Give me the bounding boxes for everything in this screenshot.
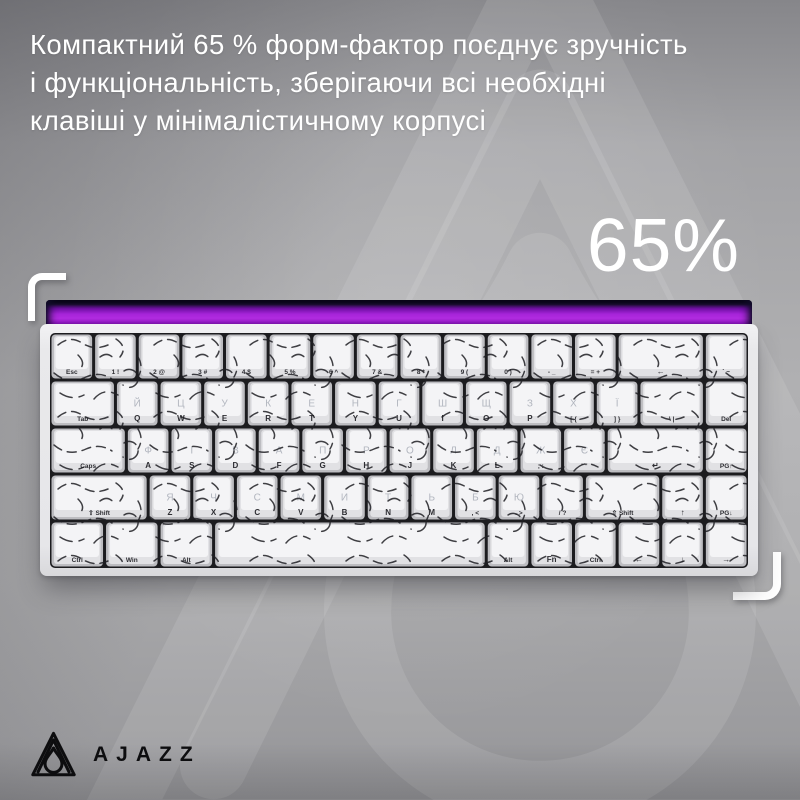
headline-line-2: і функціональність, зберігаючи всі необх…	[30, 67, 607, 98]
topographic-pattern-overlay	[50, 333, 748, 568]
brand-name: AJAZZ	[93, 743, 201, 766]
headline: Компактний 65 % форм-фактор поєднує зруч…	[30, 26, 775, 140]
headline-line-1: Компактний 65 % форм-фактор поєднує зруч…	[30, 29, 688, 60]
keyboard-keys-svg: Esc1 !2 @3 #4 $5 %6 ^7 &8 *9 (0 )- _= +←…	[50, 333, 748, 568]
form-factor-badge: 65%	[586, 203, 740, 287]
headline-line-3: клавіші у мінімалістичному корпусі	[30, 105, 487, 136]
keyboard-backlight-strip	[46, 300, 752, 327]
brand-logo: AJAZZ	[30, 724, 201, 786]
ajazz-logo-icon	[31, 731, 76, 777]
